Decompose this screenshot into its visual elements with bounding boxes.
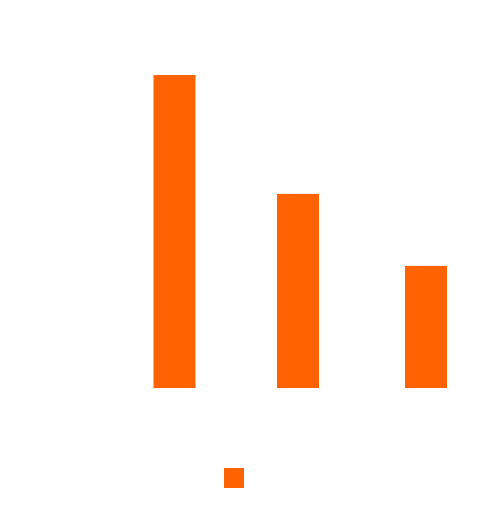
legend-swatch xyxy=(224,468,244,488)
bar-1 xyxy=(153,75,196,388)
bar-2 xyxy=(277,193,319,388)
bar-3 xyxy=(405,265,447,388)
